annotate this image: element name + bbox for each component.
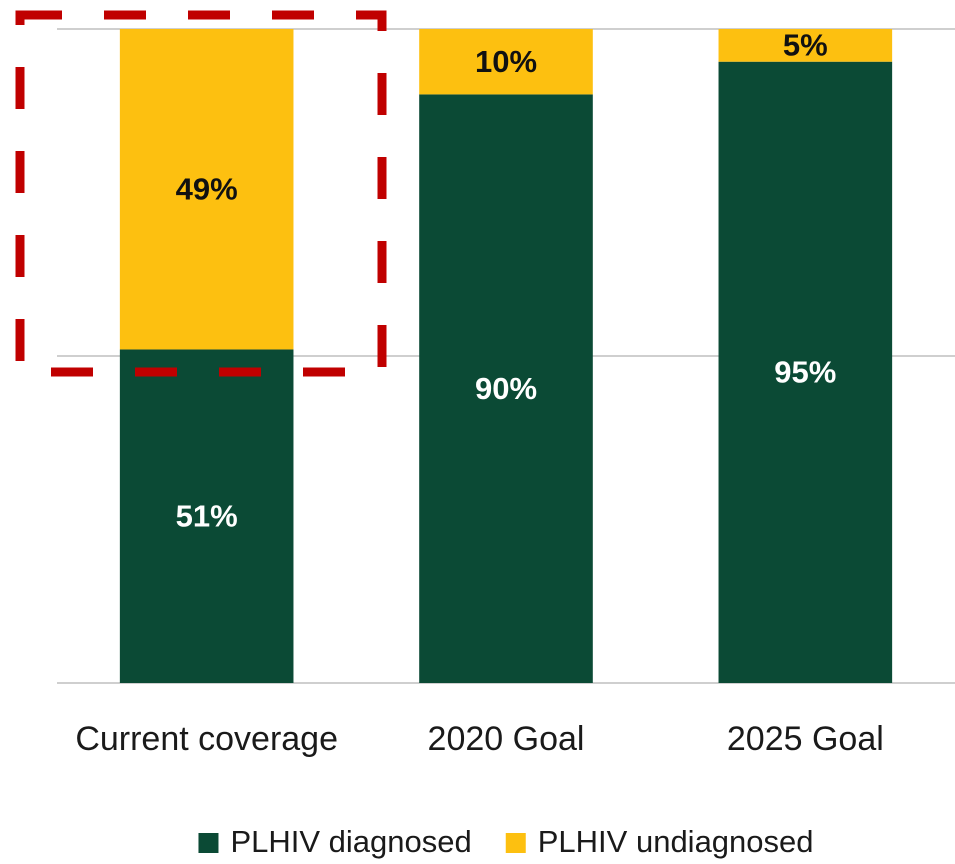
bar-segment xyxy=(718,29,893,62)
data-label: 95% xyxy=(774,355,836,390)
data-label: 49% xyxy=(176,171,238,206)
x-tick-label: 2025 Goal xyxy=(727,720,884,758)
x-tick-label: Current coverage xyxy=(75,720,338,758)
data-label: 51% xyxy=(176,498,238,533)
bar-segment xyxy=(419,29,593,95)
x-tick-label: 2020 Goal xyxy=(428,720,585,758)
plot-area: 51% 49% Current coverage 90% 10% 2020 Goal 95%… xyxy=(57,28,955,758)
legend-label: PLHIV undiagnosed xyxy=(538,824,814,859)
data-label: 5% xyxy=(783,28,828,63)
legend-swatch xyxy=(198,833,219,853)
data-label: 10% xyxy=(475,44,537,79)
data-label: 90% xyxy=(475,371,537,406)
highlight-box xyxy=(15,10,387,377)
legend: PLHIV diagnosed PLHIV undiagnosed xyxy=(198,824,814,859)
legend-swatch xyxy=(505,833,526,853)
bar-segment xyxy=(419,94,593,683)
bar-segment xyxy=(119,29,294,350)
legend-label: PLHIV diagnosed xyxy=(230,824,471,859)
bar-segment xyxy=(718,61,893,683)
bar-segment xyxy=(119,349,294,683)
